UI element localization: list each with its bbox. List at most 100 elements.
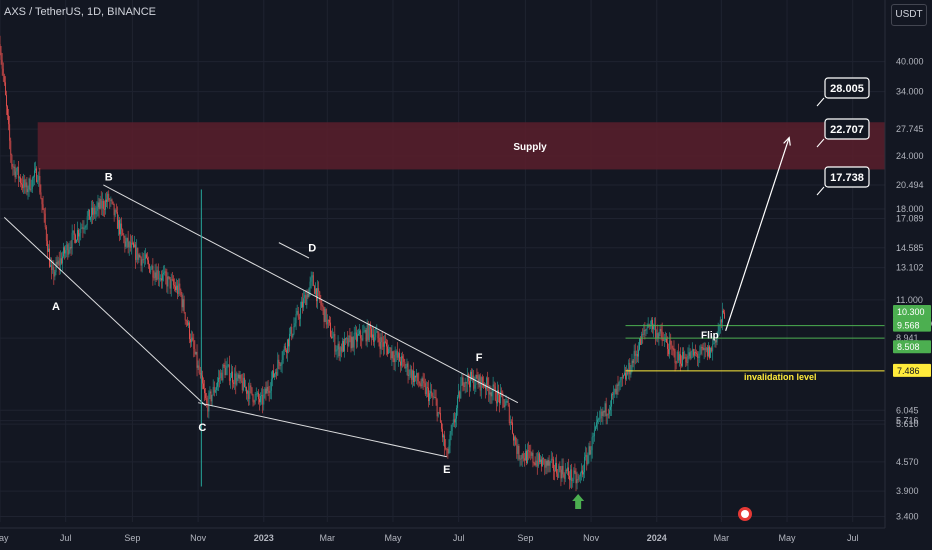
candle-up — [236, 377, 238, 385]
candle-up — [283, 346, 285, 352]
candle-down — [381, 337, 383, 343]
candle-down — [132, 242, 133, 244]
candle-down — [711, 347, 713, 352]
y-tick-label: 27.745 — [896, 124, 924, 134]
candle-down — [347, 338, 349, 346]
candle-up — [500, 391, 502, 404]
candle-up — [293, 326, 295, 334]
candle-up — [225, 367, 227, 376]
candle-up — [28, 178, 30, 190]
candle-down — [44, 213, 46, 228]
candle-up — [443, 435, 444, 438]
candle-up — [261, 394, 263, 396]
candle-down — [423, 381, 425, 384]
candle-down — [672, 348, 674, 350]
candle-up — [676, 351, 678, 364]
candle-up — [335, 350, 337, 352]
candle-down — [316, 288, 317, 302]
candle-down — [392, 351, 394, 359]
candle-down — [554, 470, 555, 472]
candle-down — [180, 289, 182, 296]
candle-down — [640, 338, 642, 345]
candle-up — [151, 265, 153, 270]
candle-down — [121, 223, 123, 230]
candle-up — [394, 354, 396, 363]
candle-down — [529, 451, 531, 453]
candle-up — [160, 278, 161, 280]
candle-up — [639, 338, 640, 350]
candle-up — [375, 332, 377, 338]
candle-down — [662, 337, 664, 341]
candle-up — [358, 334, 359, 335]
candle-down — [607, 413, 609, 415]
candle-up — [52, 266, 54, 271]
candle-down — [686, 362, 688, 363]
candle-down — [683, 352, 685, 359]
candle-down — [574, 470, 576, 473]
candle-up — [337, 343, 339, 350]
candle-up — [154, 272, 156, 278]
candle-down — [668, 348, 669, 355]
candle-down — [507, 400, 509, 406]
currency-unit-button[interactable]: USDT — [891, 4, 927, 26]
candle-up — [409, 369, 411, 375]
candle-down — [186, 321, 188, 326]
candle-up — [540, 459, 541, 463]
candle-up — [48, 248, 49, 252]
up-arrow-icon — [572, 494, 585, 509]
candle-up — [579, 473, 581, 477]
candle-down — [325, 308, 327, 325]
candle-up — [156, 270, 158, 281]
candle-down — [74, 234, 76, 243]
candle-down — [569, 475, 570, 481]
candle-up — [274, 373, 275, 378]
candle-down — [571, 469, 573, 482]
candle-up — [101, 200, 103, 209]
candle-down — [174, 285, 175, 287]
candle-down — [603, 411, 605, 413]
candle-up — [362, 331, 364, 341]
candle-down — [382, 342, 384, 347]
candle-down — [723, 310, 724, 313]
candle-down — [213, 386, 215, 393]
candle-down — [511, 421, 512, 423]
candle-down — [40, 192, 42, 199]
candle-up — [90, 217, 91, 220]
x-tick-label: Sep — [517, 533, 533, 543]
candle-up — [271, 370, 273, 380]
target-box — [824, 166, 870, 188]
candle-up — [68, 249, 70, 255]
trendline — [197, 402, 447, 458]
axis-price-label: 8.508 — [897, 342, 920, 352]
candle-up — [220, 372, 222, 379]
candle-down — [313, 285, 315, 294]
candlestick-series — [0, 35, 725, 492]
candle-up — [585, 454, 587, 457]
candle-down — [488, 385, 490, 395]
trendline — [3, 217, 206, 407]
candle-up — [339, 347, 341, 356]
candle-down — [644, 329, 646, 331]
candle-up — [290, 327, 292, 334]
candle-up — [624, 372, 625, 376]
candle-down — [206, 398, 208, 404]
candle-up — [351, 337, 353, 349]
candle-up — [130, 242, 132, 248]
candle-down — [481, 377, 483, 384]
y-tick-label: 17.089 — [896, 214, 924, 224]
candle-up — [703, 348, 705, 350]
candle-down — [318, 288, 320, 292]
candle-down — [253, 401, 255, 403]
candle-down — [221, 372, 223, 381]
candle-down — [692, 349, 694, 356]
candle-down — [224, 365, 226, 376]
candle-down — [589, 446, 591, 455]
candle-down — [355, 332, 357, 342]
candle-up — [57, 260, 59, 265]
candle-down — [367, 324, 369, 340]
candle-up — [389, 347, 391, 349]
candle-up — [484, 385, 485, 387]
candle-down — [636, 353, 638, 357]
candle-down — [112, 201, 114, 204]
